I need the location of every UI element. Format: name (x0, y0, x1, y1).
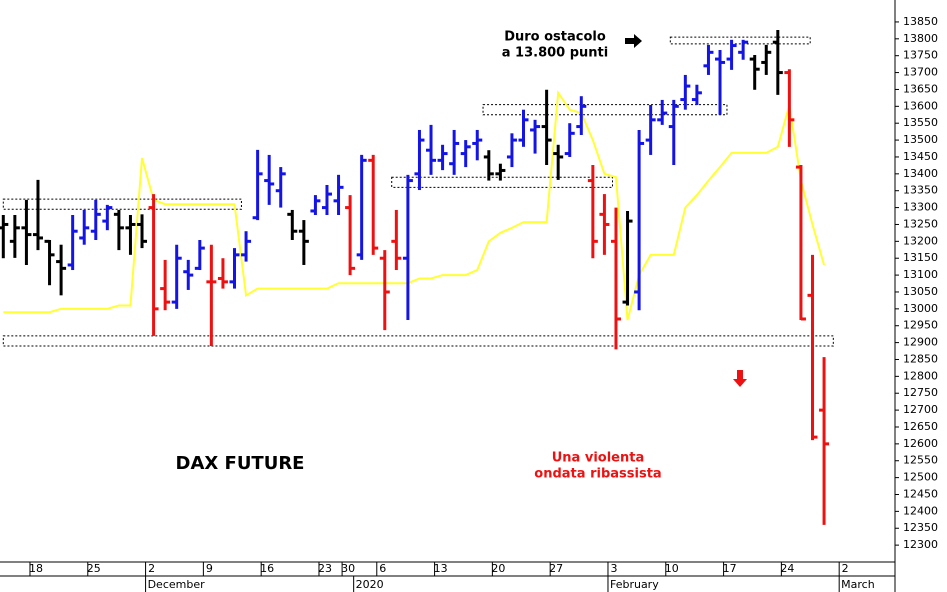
x-tick-label: 2 (148, 562, 155, 575)
y-tick-label: 13300 (903, 201, 938, 214)
resistance-zone (391, 176, 614, 188)
stop-line (3, 89, 826, 321)
y-tick-label: 12600 (903, 437, 938, 450)
x-tick-label: 3 (610, 562, 617, 575)
y-tick-label: 12950 (903, 319, 938, 332)
y-tick-label: 12500 (903, 471, 938, 484)
annotation: Duro ostacolo (504, 30, 606, 45)
resistance-zone (482, 104, 728, 116)
y-tick-label: 13550 (903, 116, 938, 129)
y-tick-label: 13500 (903, 133, 938, 146)
x-tick-label: 23 (318, 562, 332, 575)
x-tick-label: 9 (206, 562, 213, 575)
x-tick-label: 18 (29, 562, 43, 575)
y-tick-label: 12550 (903, 454, 938, 467)
y-tick-label: 12850 (903, 352, 938, 365)
y-tick-label: 12750 (903, 386, 938, 399)
y-tick-label: 13100 (903, 268, 938, 281)
annotation: Una violenta (552, 451, 645, 466)
y-tick-label: 13850 (903, 15, 938, 28)
y-tick-label: 13800 (903, 32, 938, 45)
month-label: 2020 (356, 578, 384, 591)
y-tick-label: 13000 (903, 302, 938, 315)
x-tick-label: 20 (491, 562, 505, 575)
y-tick-label: 13150 (903, 251, 938, 264)
x-tick-label: 24 (780, 562, 794, 575)
x-tick-label: 10 (665, 562, 679, 575)
x-tick-label: 6 (379, 562, 386, 575)
plot-area (0, 0, 895, 562)
y-tick-label: 13350 (903, 184, 938, 197)
x-tick-label: 25 (87, 562, 101, 575)
y-tick-label: 13250 (903, 217, 938, 230)
month-label: March (841, 578, 875, 591)
y-tick-label: 13600 (903, 99, 938, 112)
y-tick-label: 12700 (903, 403, 938, 416)
plot (0, 30, 834, 525)
x-tick-label: 13 (434, 562, 448, 575)
y-tick-label: 12900 (903, 336, 938, 349)
y-tick-label: 12400 (903, 504, 938, 517)
y-tick-label: 12300 (903, 538, 938, 551)
y-tick-label: 13050 (903, 285, 938, 298)
y-tick-label: 13750 (903, 49, 938, 62)
arrow (733, 370, 747, 387)
month-label: December (148, 578, 206, 591)
y-tick-label: 12350 (903, 521, 938, 534)
x-tick-label: 27 (549, 562, 563, 575)
resistance-zone (669, 36, 811, 45)
annotation: a 13.800 punti (502, 46, 608, 61)
y-tick-label: 13450 (903, 150, 938, 163)
x-tick-label: 16 (260, 562, 274, 575)
y-tick-label: 13200 (903, 234, 938, 247)
month-label: February (610, 578, 659, 591)
y-tick-label: 12800 (903, 369, 938, 382)
annotation: ondata ribassista (534, 467, 661, 482)
arrow (625, 34, 642, 48)
chart-title: DAX FUTURE (176, 453, 305, 474)
y-tick-label: 12450 (903, 487, 938, 500)
x-tick-label: 17 (723, 562, 737, 575)
x-tick-label: 2 (842, 562, 849, 575)
y-tick-label: 13400 (903, 167, 938, 180)
x-tick-label: 30 (341, 562, 355, 575)
y-tick-label: 13700 (903, 66, 938, 79)
y-tick-label: 13650 (903, 82, 938, 95)
y-tick-label: 12650 (903, 420, 938, 433)
